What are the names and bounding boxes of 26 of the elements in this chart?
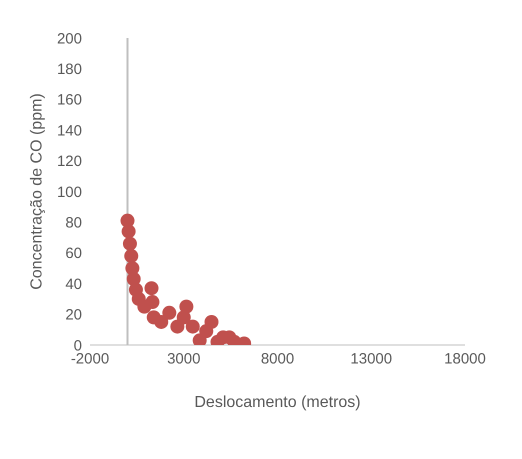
y-tick-label: 180: [56, 61, 82, 78]
point: [122, 236, 137, 251]
x-tick-label: 8000: [260, 350, 294, 368]
y-tick-label: 40: [65, 276, 82, 293]
x-tick-label: 13000: [350, 350, 392, 368]
point: [154, 314, 168, 329]
y-tick-label: 80: [65, 214, 82, 232]
y-tick-label: 60: [65, 245, 82, 262]
y-tick-label: 200: [56, 30, 82, 48]
point: [145, 295, 160, 310]
point: [144, 281, 158, 296]
x-tick-label: 18000: [444, 350, 486, 368]
point: [162, 306, 176, 320]
y-tick-label: 100: [56, 184, 82, 201]
point: [204, 314, 218, 329]
x-axis-title: Deslocamento (metros): [194, 394, 361, 411]
y-tick-label: 160: [56, 92, 82, 109]
point: [186, 320, 200, 334]
y-tick-label: 120: [56, 153, 82, 170]
x-tick-label: 3000: [167, 350, 200, 368]
y-tick-label: 140: [56, 122, 82, 140]
point: [122, 224, 136, 238]
point: [179, 300, 194, 314]
y-axis-title: Concentração de CO (ppm): [28, 93, 46, 290]
y-tick-label: 20: [65, 306, 82, 324]
point: [124, 248, 138, 263]
